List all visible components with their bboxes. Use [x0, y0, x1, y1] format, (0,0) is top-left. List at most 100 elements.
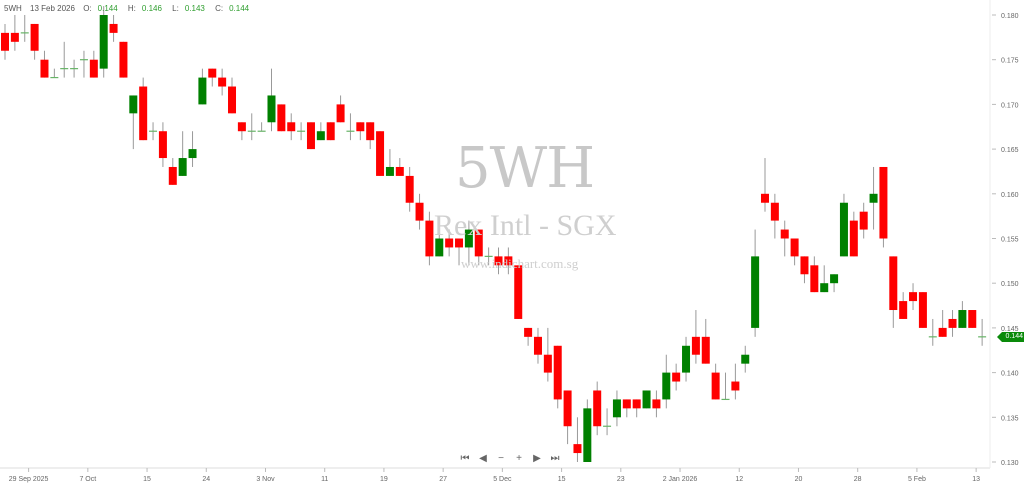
prev-icon[interactable]: ◀ — [479, 453, 487, 464]
candle-up — [464, 229, 473, 248]
x-tick-label: 15 — [558, 476, 566, 483]
candle-down — [425, 220, 434, 257]
next-icon[interactable]: ▶ — [533, 453, 541, 464]
candle-up — [129, 95, 138, 114]
candle-down — [494, 256, 503, 266]
candle-up — [198, 77, 207, 105]
high-label: H: — [127, 4, 136, 13]
candle-down — [158, 131, 167, 159]
candle-down — [119, 41, 128, 78]
candle-up — [741, 354, 750, 364]
close-label: C: — [215, 4, 224, 13]
candle-up — [385, 166, 394, 176]
candle-down — [40, 59, 49, 78]
y-tick-label: 0.130 — [1001, 460, 1019, 467]
last-icon[interactable]: ⏭ — [550, 453, 560, 464]
candle-down — [524, 327, 533, 337]
candle-up — [839, 202, 848, 257]
candle-down — [30, 23, 39, 51]
candle-down — [533, 336, 542, 355]
last-price-badge: 0.144 — [997, 332, 1024, 342]
candle-up — [662, 372, 671, 400]
candle-up — [642, 390, 651, 409]
y-tick-label: 0.135 — [1001, 415, 1019, 422]
x-tick-label: 24 — [202, 476, 210, 483]
watermark-site: www.indichart.com.sg — [461, 256, 579, 271]
x-tick-label: 20 — [795, 476, 803, 483]
candle-up — [869, 193, 878, 203]
x-tick-label: 13 — [972, 476, 980, 483]
candle-down — [731, 381, 740, 391]
y-tick-label: 0.155 — [1001, 237, 1019, 244]
candle-down — [168, 166, 177, 185]
y-tick-label: 0.170 — [1001, 102, 1019, 109]
candle-down — [109, 23, 118, 33]
low-label: L: — [172, 4, 179, 13]
candle-down — [277, 104, 286, 132]
candle-down — [445, 238, 454, 248]
watermark-code: 5WH — [455, 136, 595, 201]
candle-up — [178, 158, 187, 176]
zoom-in-icon[interactable]: + — [516, 453, 522, 464]
y-tick-label: 0.150 — [1001, 281, 1019, 288]
x-tick-label: 19 — [380, 476, 388, 483]
candle-down — [543, 354, 552, 373]
candle-down — [770, 202, 779, 221]
open-value: 0.144 — [97, 4, 118, 13]
y-tick-label: 0.145 — [1001, 326, 1019, 333]
candle-down — [938, 327, 947, 337]
x-tick-label: 23 — [617, 476, 625, 483]
candle-down — [672, 372, 681, 382]
watermark-name: Rex Intl - SGX — [434, 209, 617, 242]
candle-down — [336, 104, 345, 123]
x-tick-label: 11 — [321, 476, 328, 483]
candle-down — [918, 292, 927, 328]
candle-down — [395, 166, 404, 176]
symbol: 5WH — [4, 4, 22, 13]
candle-down — [909, 292, 918, 302]
candle-down — [691, 336, 700, 355]
candle-down — [622, 399, 631, 409]
x-tick-label: 5 Feb — [908, 476, 926, 483]
candle-down — [474, 229, 483, 257]
candle-down — [356, 122, 365, 132]
candle-down — [89, 59, 98, 78]
candle-down — [711, 372, 720, 400]
close-value: 0.144 — [229, 4, 250, 13]
candle-down — [563, 390, 572, 427]
candle-down — [760, 193, 769, 203]
candle-down — [208, 68, 217, 78]
x-tick-label: 27 — [439, 476, 447, 483]
candle-down — [593, 390, 602, 427]
zoom-out-icon[interactable]: − — [498, 453, 504, 464]
x-tick-label: 28 — [854, 476, 862, 483]
ohlc-header: 5WH 13 Feb 2026 O: 0.144 H: 0.146 L: 0.143 … — [4, 4, 257, 13]
x-tick-label: 3 Nov — [256, 476, 275, 483]
first-icon[interactable]: ⏮ — [460, 453, 470, 464]
candle-down — [218, 77, 227, 87]
high-value: 0.146 — [141, 4, 162, 13]
candle-up — [99, 15, 108, 69]
open-label: O: — [83, 4, 92, 13]
candle-up — [830, 274, 839, 284]
candle-down — [10, 32, 19, 42]
candle-down — [405, 175, 414, 203]
y-tick-label: 0.180 — [1001, 13, 1019, 20]
candle-down — [326, 122, 335, 141]
y-tick-label: 0.160 — [1001, 192, 1019, 199]
candle-down — [573, 444, 582, 454]
candle-down — [780, 229, 789, 239]
candle-up — [820, 283, 829, 293]
candle-down — [306, 122, 315, 150]
y-tick-label: 0.175 — [1001, 58, 1019, 65]
candle-down — [237, 122, 246, 132]
candle-down — [859, 211, 868, 230]
candle-up — [583, 408, 592, 462]
chart-navigation: ⏮ ◀ − + ▶ ⏭ — [458, 452, 562, 466]
y-tick-label: 0.140 — [1001, 371, 1019, 378]
candle-down — [287, 122, 296, 132]
candle-up — [751, 256, 760, 328]
candle-down — [139, 86, 148, 141]
candle-down — [948, 318, 957, 328]
